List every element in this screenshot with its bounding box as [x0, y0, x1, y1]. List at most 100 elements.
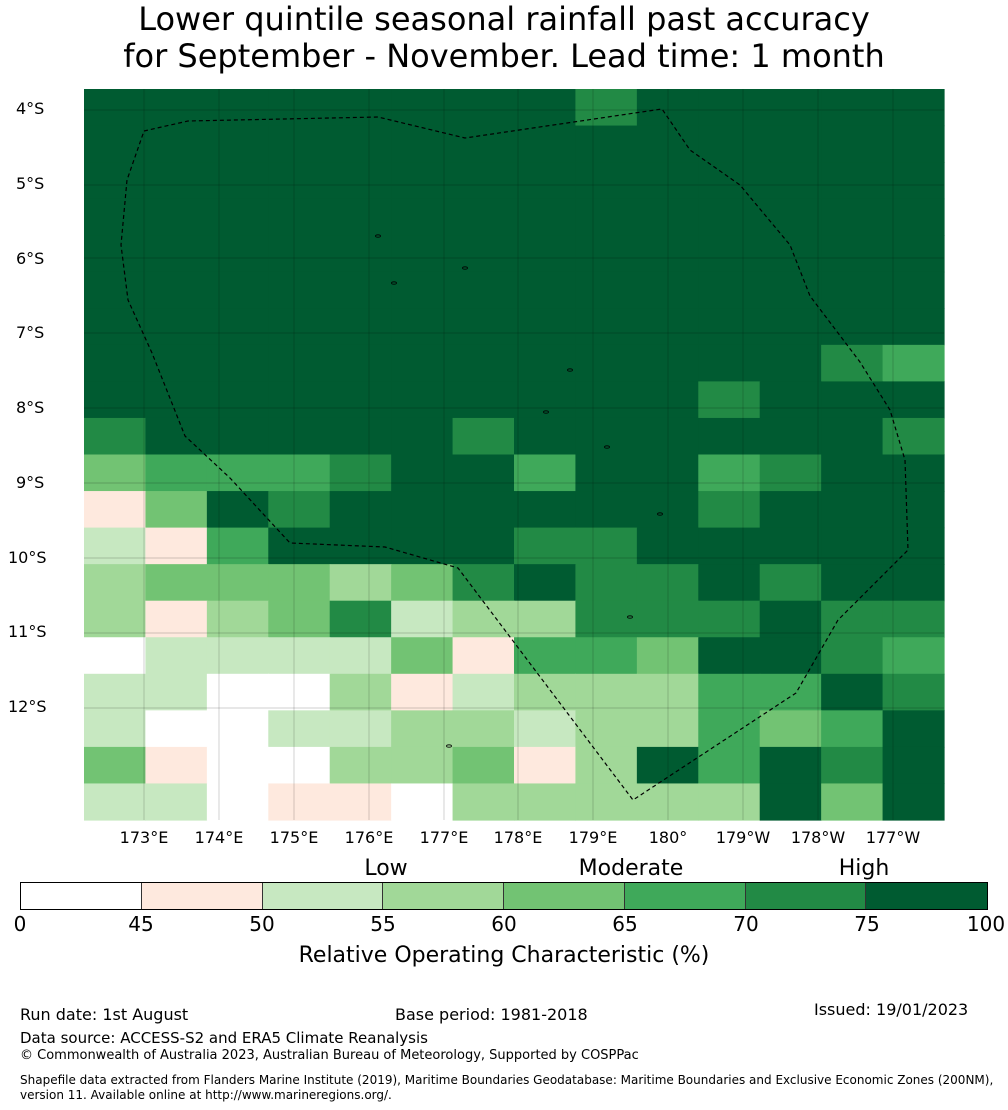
- grid-cell: [882, 673, 945, 711]
- grid-cell: [759, 89, 822, 127]
- island-outline: [543, 410, 549, 414]
- grid-cell: [84, 600, 147, 638]
- grid-cell: [882, 89, 945, 127]
- grid-cell: [84, 783, 147, 821]
- grid-cell: [636, 710, 699, 748]
- data-source: Data source: ACCESS-S2 and ERA5 Climate …: [20, 1029, 428, 1047]
- grid-cell: [452, 344, 515, 382]
- colorbar-tick-55: 55: [370, 912, 396, 936]
- grid-cell: [882, 381, 945, 419]
- grid-cell: [698, 89, 761, 127]
- grid-cell: [759, 381, 822, 419]
- grid-cell: [452, 417, 515, 456]
- grid-cell: [575, 637, 638, 675]
- grid-cell: [514, 271, 577, 309]
- grid-cell: [452, 235, 515, 273]
- colorbar-segment-45-50: [141, 883, 263, 909]
- shapefile-credit: Shapefile data extracted from Flanders M…: [20, 1073, 994, 1102]
- grid-cell: [821, 746, 884, 785]
- grid-cell: [206, 125, 269, 163]
- grid-cell: [636, 125, 699, 163]
- grid-cell: [821, 783, 884, 821]
- grid-cell: [636, 600, 699, 638]
- base-period: Base period: 1981-2018: [395, 1005, 588, 1024]
- grid-cell: [206, 162, 269, 200]
- grid-cell: [452, 89, 515, 127]
- grid-cell: [145, 527, 208, 565]
- grid-cell: [145, 89, 208, 127]
- map-title-line2: for September - November. Lead time: 1 m…: [123, 37, 885, 75]
- grid-cell: [268, 527, 331, 565]
- grid-cell: [391, 89, 454, 127]
- grid-cell: [698, 491, 761, 529]
- grid-cell: [452, 308, 515, 346]
- grid-cell: [145, 198, 208, 236]
- grid-cell: [145, 308, 208, 346]
- grid-cell: [575, 673, 638, 711]
- grid-cell: [84, 491, 147, 529]
- grid-cell: [329, 600, 392, 638]
- grid-cell: [575, 783, 638, 821]
- grid-cell: [575, 344, 638, 382]
- grid-cell: [268, 89, 331, 127]
- lat-label-4s: 4°S: [16, 99, 45, 118]
- grid-cell: [636, 673, 699, 711]
- grid-cell: [759, 235, 822, 273]
- grid-cell: [514, 637, 577, 675]
- grid-cell: [698, 198, 761, 236]
- grid-cell: [452, 125, 515, 163]
- grid-cell: [821, 381, 884, 419]
- grid-cell: [145, 710, 208, 748]
- lat-label-9s: 9°S: [16, 473, 45, 492]
- grid-cell: [206, 381, 269, 419]
- grid-cell: [145, 381, 208, 419]
- grid-cell: [268, 125, 331, 163]
- grid-cell: [206, 527, 269, 565]
- grid-cell: [329, 564, 392, 602]
- island-outline: [462, 266, 468, 270]
- grid-cell: [698, 271, 761, 309]
- grid-cell: [636, 198, 699, 236]
- lon-label-176e: 176°E: [344, 828, 394, 847]
- grid-cell: [206, 417, 269, 456]
- grid-cell: [698, 527, 761, 565]
- grid-cell: [84, 125, 147, 163]
- grid-cell: [329, 491, 392, 529]
- grid-cell: [759, 308, 822, 346]
- island-outline: [391, 281, 397, 285]
- grid-cell: [268, 710, 331, 748]
- grid-cell: [329, 783, 392, 821]
- grid-cell: [698, 600, 761, 638]
- category-high: High: [838, 856, 890, 881]
- grid-cell: [821, 564, 884, 602]
- grid-cell: [206, 600, 269, 638]
- grid-cell: [636, 235, 699, 273]
- lon-label-178w: 178°W: [790, 828, 846, 847]
- grid-cell: [329, 637, 392, 675]
- grid-cell: [882, 564, 945, 602]
- grid-cell: [329, 381, 392, 419]
- grid-cell: [268, 564, 331, 602]
- grid-cell: [821, 162, 884, 200]
- grid-cell: [391, 746, 454, 785]
- grid-cell: [821, 454, 884, 492]
- island-outline: [567, 368, 573, 372]
- grid-cell: [452, 527, 515, 565]
- grid-cell: [268, 344, 331, 382]
- grid-cell: [268, 417, 331, 456]
- grid-cell: [759, 198, 822, 236]
- grid-cell: [514, 162, 577, 200]
- grid-cell: [514, 746, 577, 785]
- grid-cell: [391, 162, 454, 200]
- grid-cell: [514, 417, 577, 456]
- grid-cell: [84, 417, 147, 456]
- grid-cell: [329, 454, 392, 492]
- grid-cell: [84, 454, 147, 492]
- grid-cell: [882, 710, 945, 748]
- grid-cell: [575, 454, 638, 492]
- island-outline: [446, 744, 452, 748]
- grid-cell: [759, 600, 822, 638]
- grid-cell: [636, 783, 699, 821]
- grid-cell: [268, 271, 331, 309]
- grid-cell: [698, 783, 761, 821]
